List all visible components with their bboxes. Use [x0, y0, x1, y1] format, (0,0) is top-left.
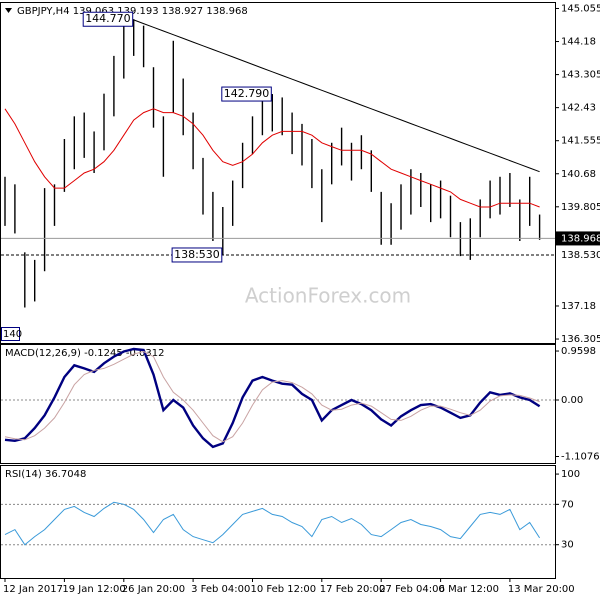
y-tick-label: 0.00 — [561, 395, 583, 406]
x-tick-label: 17 Feb 20:00 — [320, 584, 386, 595]
annotation-label: 138:530 — [174, 248, 220, 261]
y-tick-label: 136.305 — [561, 334, 600, 345]
menu-arrow — [5, 8, 12, 13]
y-tick-label: 143.305 — [561, 70, 600, 81]
annotation-box — [221, 86, 272, 102]
macd-panel — [0, 344, 556, 464]
x-tick-label: 19 Jan 12:00 — [62, 584, 125, 595]
x-tick-label: 10 Feb 12:00 — [251, 584, 317, 595]
annotation-label: 142.790 — [224, 87, 270, 100]
y-tick-label: 0.9598 — [561, 346, 596, 357]
level-label: 138.968 — [561, 233, 600, 244]
y-tick-label: 144.18 — [561, 37, 596, 48]
y-tick-label: 140.68 — [561, 169, 596, 180]
level-label: 138.530 — [561, 250, 600, 261]
y-tick-label: 141.555 — [561, 136, 600, 147]
trend-line — [123, 15, 540, 173]
chart-title: GBPJPY,H4 139.063 139.193 138.927 138.96… — [17, 6, 248, 17]
x-tick-label: 13 Mar 20:00 — [508, 584, 575, 595]
y-tick-label: 137.18 — [561, 301, 596, 312]
macd-title: MACD(12,26,9) -0.1245 -0.0312 — [5, 348, 165, 359]
watermark: ActionForex.com — [245, 284, 411, 308]
annotation-label: 144.770 — [85, 12, 131, 25]
level-label-box — [556, 231, 600, 246]
price-panel — [0, 2, 556, 344]
y-tick-label: 100 — [561, 469, 580, 480]
y-tick-label: 145.055 — [561, 3, 600, 14]
x-tick-label: 6 Mar 12:00 — [439, 584, 499, 595]
y-tick-label: 70 — [561, 499, 574, 510]
x-tick-label: 27 Feb 04:00 — [379, 584, 445, 595]
indicator-line — [4, 347, 541, 449]
annotation-box — [171, 247, 223, 263]
y-tick-label: 142.43 — [561, 103, 596, 114]
indicator-line — [4, 501, 541, 546]
x-tick-label: 3 Feb 04:00 — [191, 584, 250, 595]
rsi-panel — [0, 465, 556, 579]
moving-average — [4, 108, 540, 208]
annotation-box — [82, 11, 134, 27]
y-tick-label: 139.805 — [561, 202, 600, 213]
x-tick-label: 26 Jan 20:00 — [122, 584, 185, 595]
indicator-line — [4, 350, 540, 443]
low-label-box — [1, 327, 20, 341]
rsi-title: RSI(14) 36.7048 — [5, 469, 86, 480]
y-tick-label: 30 — [561, 540, 574, 551]
x-tick-label: 12 Jan 2017 — [3, 584, 63, 595]
y-tick-label: -1.1076 — [561, 452, 600, 463]
low-label: 140 — [3, 329, 22, 340]
